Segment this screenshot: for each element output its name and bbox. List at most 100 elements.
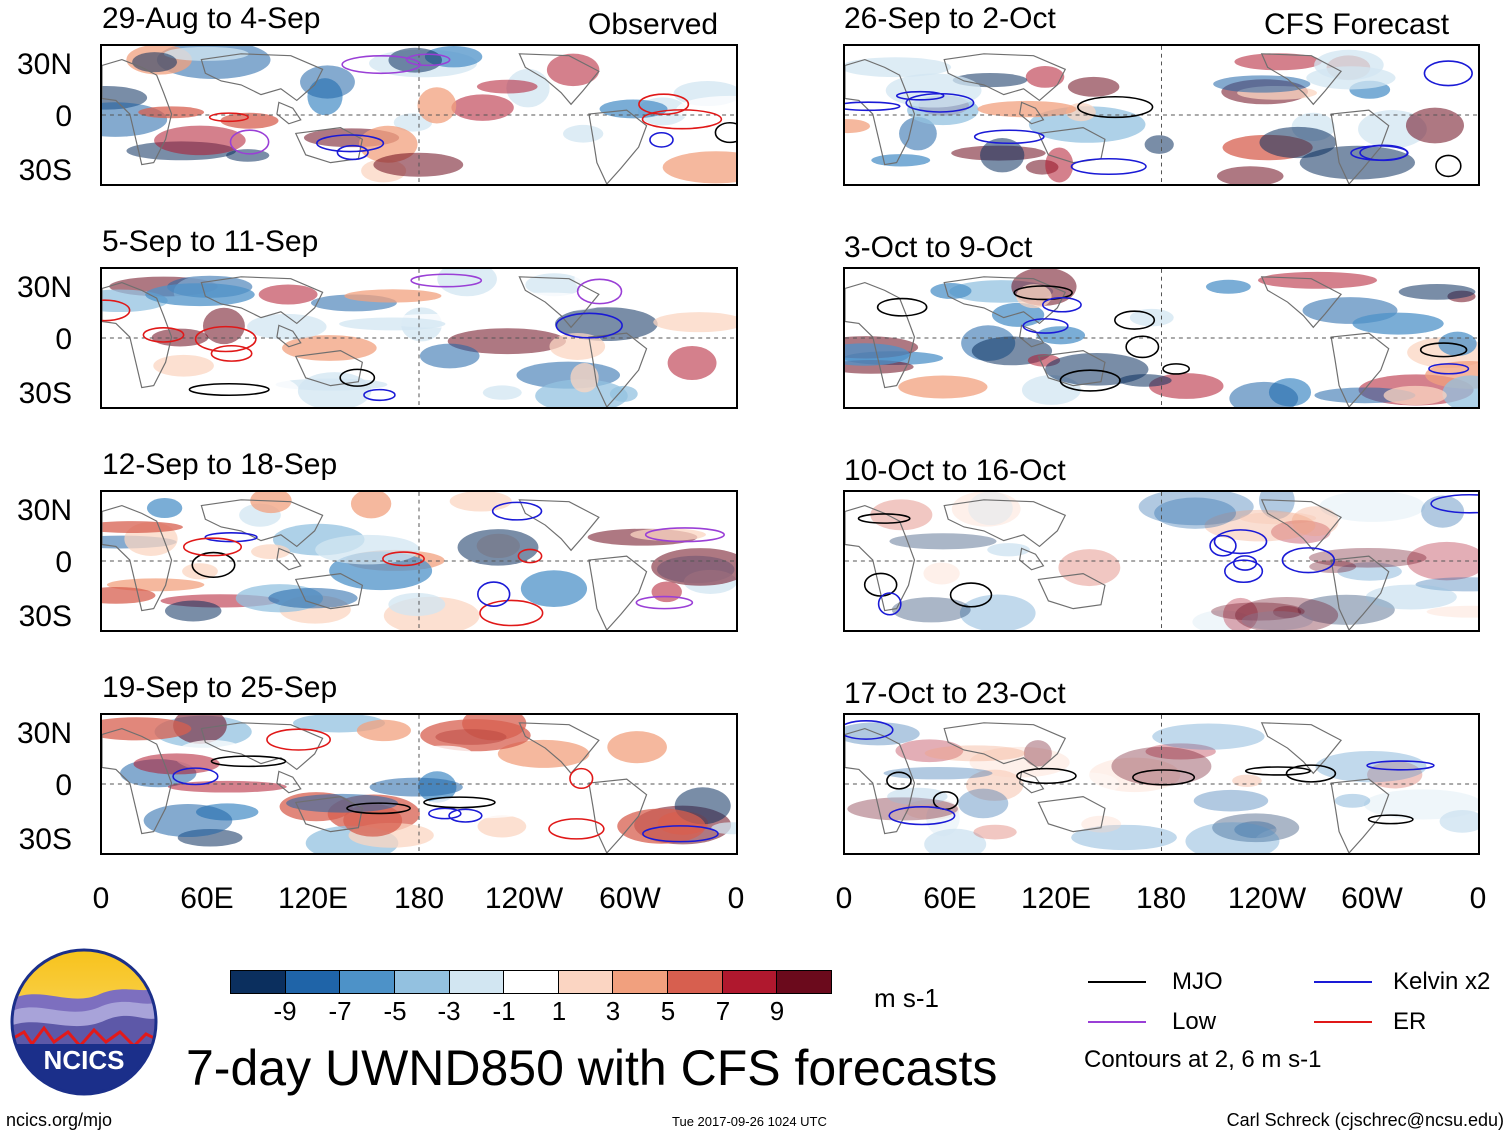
wind-anomaly-blob (1259, 126, 1337, 159)
wind-anomaly-blob (369, 777, 463, 797)
anomaly-contour (857, 513, 911, 524)
wind-anomaly-blob (607, 731, 667, 764)
wind-anomaly-blob (930, 282, 972, 299)
wind-anomaly-blob (220, 112, 279, 129)
lat-label: 30N (16, 494, 72, 527)
coastline (1037, 350, 1106, 387)
wind-anomaly-blob (1365, 584, 1457, 610)
wind-anomaly-blob (1071, 824, 1177, 851)
anomaly-contour (339, 368, 376, 387)
wind-anomaly-blob (1426, 605, 1478, 618)
map-panel-obs-4 (100, 713, 738, 855)
map-panel-obs-1 (100, 44, 738, 186)
colorbar-tick: 1 (551, 996, 567, 1026)
wind-anomaly-blob (482, 385, 522, 400)
wind-anomaly-blob (1205, 279, 1251, 294)
anomaly-contour (1114, 310, 1156, 330)
wind-anomaly-blob (1115, 720, 1195, 739)
wind-anomaly-blob (1223, 597, 1258, 630)
wind-anomaly-blob (924, 745, 1026, 762)
wind-anomaly-blob (904, 799, 960, 820)
lat-label: 30N (16, 271, 72, 304)
legend-line-mjo (1088, 981, 1146, 983)
coastline (200, 722, 324, 771)
lon-label: 0 (835, 882, 853, 915)
anomaly-contour (641, 109, 723, 130)
anomaly-contour (182, 537, 243, 557)
anomaly-contour (1077, 95, 1154, 119)
anomaly-contour (638, 93, 690, 116)
colorbar-swatch (284, 971, 340, 993)
wind-anomaly-blob (497, 739, 590, 768)
wind-anomaly-blob (251, 544, 291, 560)
anomaly-contour (1366, 760, 1435, 771)
colorbar-swatch (448, 971, 504, 993)
anomaly-contour (555, 312, 623, 339)
colorbar-tick: 3 (605, 996, 621, 1026)
wind-anomaly-blob (891, 597, 971, 623)
wind-anomaly-blob (966, 769, 1024, 801)
wind-anomaly-blob (447, 328, 566, 355)
legend-label-low: Low (1172, 1008, 1217, 1035)
wind-anomaly-blob (1111, 746, 1212, 786)
wind-anomaly-blob (1234, 821, 1277, 839)
wind-anomaly-blob (1367, 761, 1423, 789)
anomaly-contour (336, 144, 369, 161)
wind-anomaly-blob (980, 138, 1025, 173)
colorbar-tick: -5 (383, 996, 407, 1026)
colorbar-tick: -1 (492, 996, 516, 1026)
map-panel-fcst-1 (843, 44, 1480, 186)
anomaly-contour (1041, 296, 1082, 313)
wind-anomaly-blob (651, 581, 682, 603)
anomaly-contour (1232, 555, 1258, 571)
colorbar (230, 970, 832, 994)
colorbar-units: m s-1 (874, 983, 939, 1013)
colorbar-swatch (721, 971, 777, 993)
wind-anomaly-blob (437, 269, 497, 297)
wind-anomaly-blob (845, 119, 871, 134)
coastline (102, 281, 173, 389)
coastline (294, 796, 364, 833)
wind-anomaly-blob (1216, 166, 1284, 184)
coastline (1330, 555, 1390, 630)
wind-anomaly-blob (154, 125, 246, 156)
anomaly-contour (410, 273, 483, 288)
footer-timestamp: Tue 2017-09-26 1024 UTC (672, 1114, 827, 1129)
colorbar-swatch (612, 971, 668, 993)
coastline (276, 770, 302, 794)
wind-anomaly-blob (356, 719, 411, 742)
lat-label: 0 (55, 546, 72, 579)
wind-anomaly-blob (476, 79, 538, 94)
coastline (845, 727, 916, 835)
wind-anomaly-blob (449, 492, 512, 512)
wind-anomaly-blob (1154, 497, 1237, 529)
anomaly-contour (1209, 534, 1237, 557)
panel-title-obs-4: 19-Sep to 25-Sep (102, 671, 338, 704)
wind-anomaly-blob (1319, 492, 1426, 522)
wind-anomaly-blob (1297, 594, 1395, 625)
wind-anomaly-blob (887, 787, 948, 806)
coastline (276, 547, 302, 571)
wind-anomaly-blob (968, 492, 1013, 526)
wind-anomaly-blob (1221, 553, 1300, 590)
lon-label: 0 (92, 882, 110, 915)
wind-anomaly-blob (258, 284, 318, 305)
lon-label: 60E (180, 882, 234, 915)
wind-anomaly-blob (1204, 509, 1316, 542)
lon-label: 120W (484, 882, 564, 915)
wind-anomaly-blob (1144, 135, 1174, 154)
lon-label: 120E (1020, 882, 1092, 915)
wind-anomaly-blob (1192, 610, 1253, 630)
wind-anomaly-blob (1398, 283, 1476, 300)
footer-url[interactable]: ncics.org/mjo (6, 1110, 113, 1130)
wind-anomaly-blob (1016, 284, 1052, 309)
map-panel-obs-3 (100, 490, 738, 632)
wind-anomaly-blob (350, 492, 392, 519)
wind-anomaly-blob (373, 152, 464, 177)
legend-label-kelvin: Kelvin x2 (1393, 968, 1491, 995)
wind-anomaly-blob (102, 521, 183, 534)
legend-line-kelvin (1314, 981, 1372, 983)
anomaly-contour (204, 532, 258, 543)
wind-anomaly-blob (1152, 723, 1265, 750)
anomaly-contour (517, 548, 543, 564)
